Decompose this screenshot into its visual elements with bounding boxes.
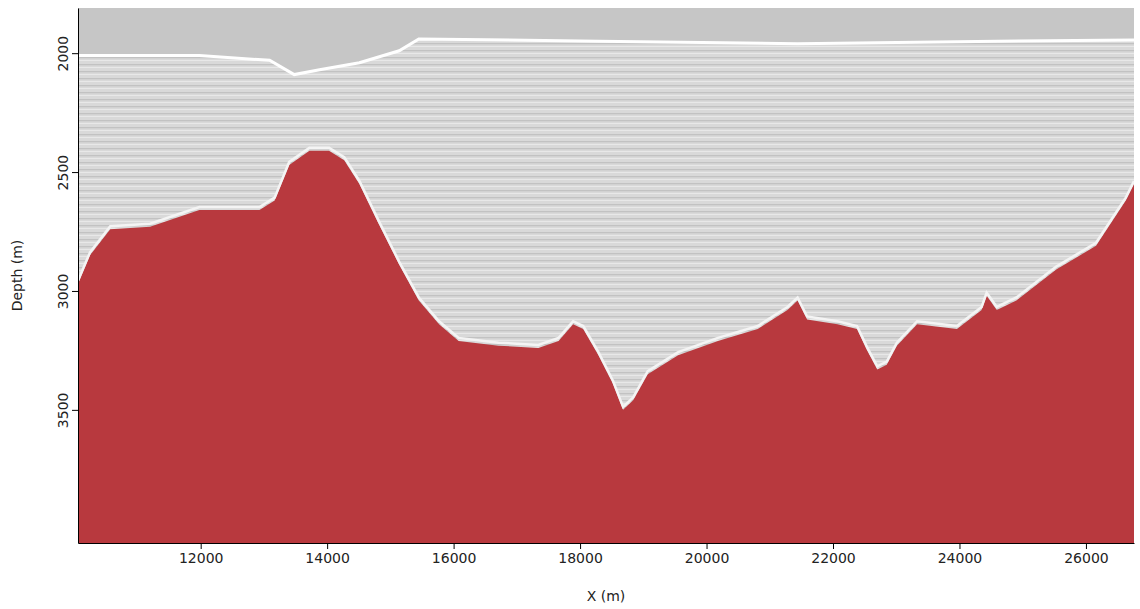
y-axis-title: Depth (m) bbox=[9, 240, 25, 312]
x-tick-mark bbox=[201, 543, 202, 549]
y-axis-line bbox=[78, 9, 79, 544]
x-tick: 14000 bbox=[305, 543, 350, 566]
x-tick-mark bbox=[707, 543, 708, 549]
y-tick-mark bbox=[72, 291, 78, 292]
x-tick: 26000 bbox=[1064, 543, 1109, 566]
x-axis: 12000 14000 16000 18000 20000 22000 24000 26000 bbox=[79, 543, 1135, 566]
x-tick-label: 20000 bbox=[685, 550, 730, 566]
y-tick-label: 2500 bbox=[55, 155, 71, 191]
seafloor-line bbox=[78, 39, 1134, 75]
x-tick: 12000 bbox=[179, 543, 224, 566]
x-axis-title: X (m) bbox=[587, 588, 626, 604]
x-tick-mark bbox=[1086, 543, 1087, 549]
y-tick: 2500 bbox=[55, 155, 78, 191]
plot: 12000 14000 16000 18000 20000 22000 24000 26000… bbox=[55, 8, 1135, 566]
y-tick: 3500 bbox=[55, 393, 78, 429]
x-tick-label: 26000 bbox=[1064, 550, 1109, 566]
x-tick-mark bbox=[580, 543, 581, 549]
y-axis: 2000 2500 3000 3500 bbox=[55, 9, 79, 544]
x-tick: 16000 bbox=[432, 543, 477, 566]
x-tick-mark bbox=[454, 543, 455, 549]
y-tick-label: 2000 bbox=[55, 36, 71, 72]
y-tick-mark bbox=[72, 53, 78, 54]
x-tick-label: 24000 bbox=[938, 550, 983, 566]
salt-top-reflection bbox=[78, 148, 1134, 407]
y-tick-mark bbox=[72, 410, 78, 411]
x-tick: 18000 bbox=[558, 543, 603, 566]
y-tick-label: 3500 bbox=[55, 393, 71, 429]
x-tick-label: 18000 bbox=[558, 550, 603, 566]
x-tick-mark bbox=[833, 543, 834, 549]
background bbox=[78, 8, 1134, 543]
y-tick-mark bbox=[72, 172, 78, 173]
x-tick-label: 12000 bbox=[179, 550, 224, 566]
y-tick-label: 3000 bbox=[55, 274, 71, 310]
chart: 12000 14000 16000 18000 20000 22000 24000 26000… bbox=[0, 0, 1140, 609]
x-tick: 24000 bbox=[938, 543, 983, 566]
y-tick: 2000 bbox=[55, 36, 78, 72]
x-tick-mark bbox=[959, 543, 960, 549]
x-tick: 22000 bbox=[811, 543, 856, 566]
salt-area bbox=[78, 151, 1134, 543]
x-axis-line bbox=[79, 543, 1135, 544]
x-tick-mark bbox=[327, 543, 328, 549]
x-tick-label: 14000 bbox=[305, 550, 350, 566]
water-layer bbox=[78, 8, 1134, 75]
x-tick-label: 16000 bbox=[432, 550, 477, 566]
x-tick-label: 22000 bbox=[811, 550, 856, 566]
x-tick: 20000 bbox=[685, 543, 730, 566]
marks bbox=[78, 8, 1134, 543]
y-tick: 3000 bbox=[55, 274, 78, 310]
